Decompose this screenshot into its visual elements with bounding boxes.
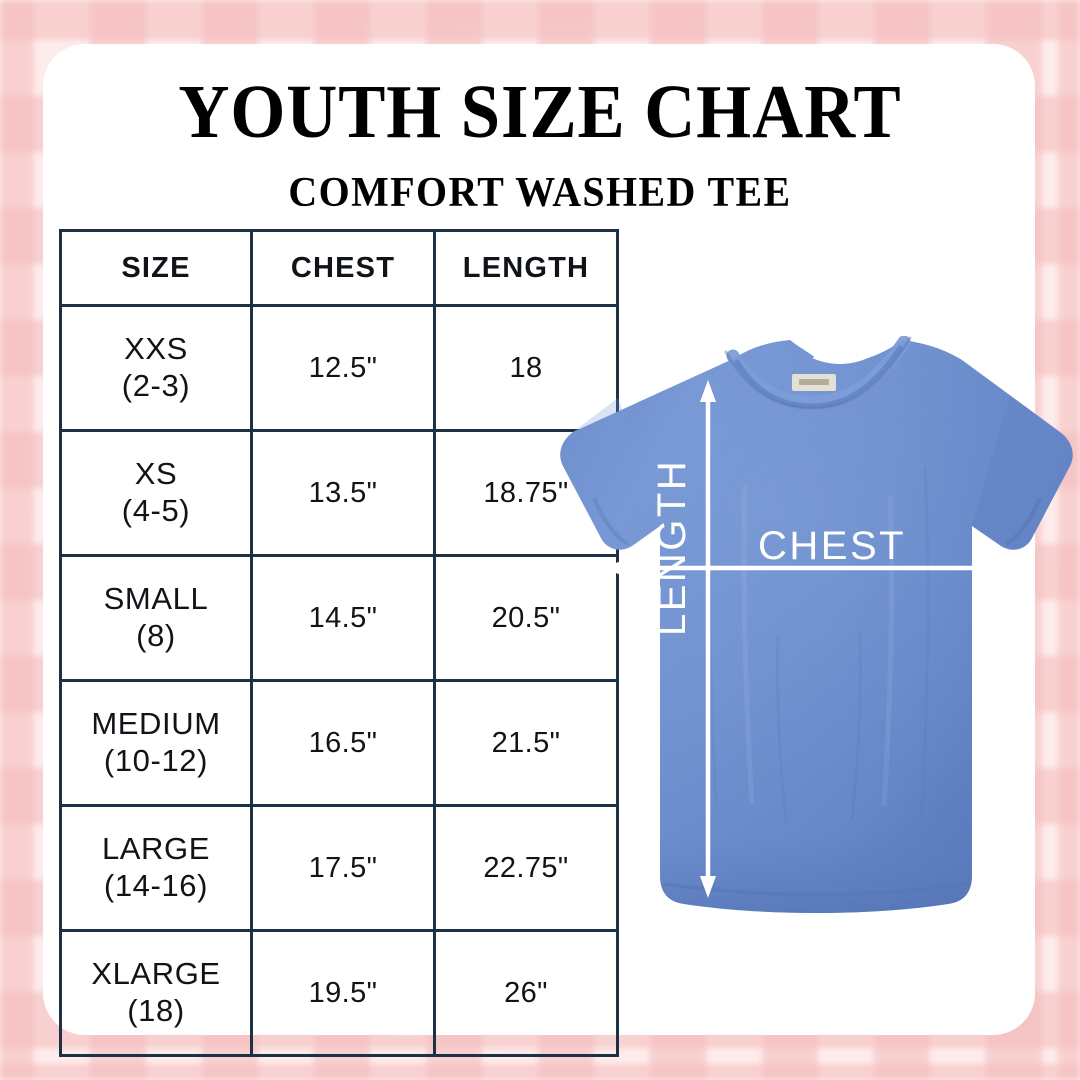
sleeve-shade-right bbox=[972, 396, 1073, 550]
column-header-size: SIZE bbox=[59, 229, 253, 307]
sleeve-hem-right bbox=[1004, 497, 1042, 546]
cell-chest: 12.5" bbox=[250, 304, 436, 432]
cell-size: LARGE (14-16) bbox=[59, 804, 253, 932]
table-row: XLARGE (18) 19.5" 26" bbox=[59, 929, 619, 1057]
size-chart-table: SIZE CHEST LENGTH XXS (2-3) 12.5" 18 XS … bbox=[59, 229, 619, 1057]
size-name: XLARGE bbox=[91, 956, 221, 992]
table-row: XS (4-5) 13.5" 18.75" bbox=[59, 429, 619, 557]
bottom-hem-shade bbox=[660, 836, 972, 913]
cell-length: 18 bbox=[433, 304, 619, 432]
sleeve-hem-left bbox=[592, 497, 630, 546]
size-name: LARGE bbox=[101, 831, 211, 867]
table-row: LARGE (14-16) 17.5" 22.75" bbox=[59, 804, 619, 932]
neck-tag-print bbox=[799, 379, 829, 385]
crewneck-collar bbox=[724, 336, 912, 410]
size-name: XS bbox=[134, 456, 178, 492]
tshirt-silhouette bbox=[560, 340, 1073, 913]
cell-chest: 17.5" bbox=[250, 804, 436, 932]
size-age: (10-12) bbox=[103, 743, 209, 778]
cell-chest: 13.5" bbox=[250, 429, 436, 557]
page-title: YOUTH SIZE CHART bbox=[178, 70, 902, 154]
table-header-row: SIZE CHEST LENGTH bbox=[59, 229, 619, 307]
size-name: SMALL bbox=[103, 581, 209, 617]
cell-size: SMALL (8) bbox=[59, 554, 253, 682]
cell-chest: 19.5" bbox=[250, 929, 436, 1057]
column-header-length: LENGTH bbox=[433, 229, 619, 307]
cell-size: XLARGE (18) bbox=[59, 929, 253, 1057]
table-row: MEDIUM (10-12) 16.5" 21.5" bbox=[59, 679, 619, 807]
sleeve-shade-left bbox=[560, 398, 660, 550]
table-row: XXS (2-3) 12.5" 18 bbox=[59, 304, 619, 432]
cell-length: 20.5" bbox=[433, 554, 619, 682]
size-age: (2-3) bbox=[121, 368, 191, 403]
cell-length: 21.5" bbox=[433, 679, 619, 807]
table-row: SMALL (8) 14.5" 20.5" bbox=[59, 554, 619, 682]
column-header-chest: CHEST bbox=[250, 229, 436, 307]
cell-chest: 16.5" bbox=[250, 679, 436, 807]
cell-length: 26" bbox=[433, 929, 619, 1057]
size-name: MEDIUM bbox=[91, 706, 221, 742]
size-age: (4-5) bbox=[121, 493, 191, 528]
size-name: XXS bbox=[124, 331, 188, 367]
cell-length: 22.75" bbox=[433, 804, 619, 932]
size-age: (18) bbox=[127, 993, 185, 1028]
fabric-highlights bbox=[741, 485, 895, 807]
cell-size: MEDIUM (10-12) bbox=[59, 679, 253, 807]
size-age: (8) bbox=[136, 618, 176, 653]
size-age: (14-16) bbox=[103, 868, 209, 903]
cell-size: XS (4-5) bbox=[59, 429, 253, 557]
cell-chest: 14.5" bbox=[250, 554, 436, 682]
tshirt-product-image bbox=[540, 336, 1080, 941]
cell-size: XXS (2-3) bbox=[59, 304, 253, 432]
page-subtitle: COMFORT WASHED TEE bbox=[288, 170, 792, 216]
